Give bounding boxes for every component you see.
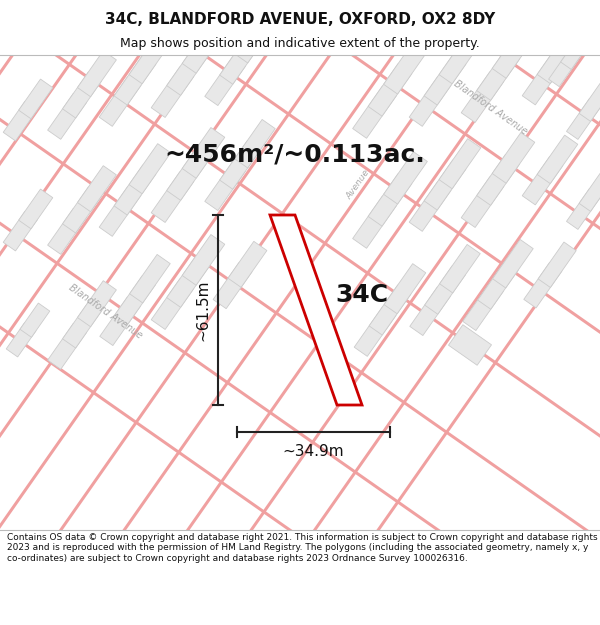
Polygon shape xyxy=(353,86,397,138)
Polygon shape xyxy=(369,285,411,335)
Polygon shape xyxy=(205,57,245,106)
Polygon shape xyxy=(384,264,426,314)
Polygon shape xyxy=(115,276,155,324)
Polygon shape xyxy=(0,0,130,549)
Polygon shape xyxy=(0,0,600,487)
Polygon shape xyxy=(560,33,592,69)
Polygon shape xyxy=(129,144,171,194)
Polygon shape xyxy=(383,42,427,94)
Polygon shape xyxy=(461,177,504,227)
Polygon shape xyxy=(524,262,562,308)
Polygon shape xyxy=(424,55,466,105)
Text: ~61.5m: ~61.5m xyxy=(195,279,210,341)
Polygon shape xyxy=(0,0,600,208)
Polygon shape xyxy=(0,0,556,625)
Polygon shape xyxy=(228,241,267,288)
Polygon shape xyxy=(476,49,520,101)
Polygon shape xyxy=(548,51,580,87)
Polygon shape xyxy=(182,234,225,285)
Polygon shape xyxy=(538,242,576,288)
Polygon shape xyxy=(478,261,518,309)
Polygon shape xyxy=(522,56,563,105)
Polygon shape xyxy=(425,266,466,314)
Polygon shape xyxy=(0,0,343,625)
Polygon shape xyxy=(368,174,412,226)
Polygon shape xyxy=(0,0,600,556)
Polygon shape xyxy=(77,51,116,97)
Polygon shape xyxy=(19,189,53,229)
Polygon shape xyxy=(3,101,37,141)
Polygon shape xyxy=(151,67,194,118)
Polygon shape xyxy=(6,322,36,357)
Polygon shape xyxy=(235,14,275,63)
Polygon shape xyxy=(167,44,209,96)
Polygon shape xyxy=(0,0,87,519)
Polygon shape xyxy=(47,323,86,369)
Text: Blandford Avenue: Blandford Avenue xyxy=(451,79,529,137)
Polygon shape xyxy=(20,303,50,338)
Text: 34C: 34C xyxy=(335,283,388,307)
Polygon shape xyxy=(537,135,578,184)
Text: Blandford Avenue: Blandford Avenue xyxy=(67,283,143,341)
Polygon shape xyxy=(114,165,156,215)
Polygon shape xyxy=(368,64,412,116)
Polygon shape xyxy=(566,99,600,139)
Text: Avenue: Avenue xyxy=(344,169,371,201)
Polygon shape xyxy=(579,81,600,121)
Polygon shape xyxy=(205,162,245,211)
Polygon shape xyxy=(182,22,225,73)
Polygon shape xyxy=(537,35,578,84)
Polygon shape xyxy=(47,208,86,254)
Polygon shape xyxy=(129,34,171,84)
Polygon shape xyxy=(3,211,37,251)
Polygon shape xyxy=(19,79,53,119)
Polygon shape xyxy=(151,279,194,329)
Polygon shape xyxy=(32,0,600,139)
Polygon shape xyxy=(492,132,535,183)
Polygon shape xyxy=(566,189,600,229)
Text: Contains OS data © Crown copyright and database right 2021. This information is : Contains OS data © Crown copyright and d… xyxy=(7,533,598,562)
Polygon shape xyxy=(424,160,466,210)
Polygon shape xyxy=(439,34,481,84)
Polygon shape xyxy=(220,36,260,84)
Polygon shape xyxy=(0,0,428,625)
Polygon shape xyxy=(0,0,300,625)
Polygon shape xyxy=(99,76,141,126)
Polygon shape xyxy=(213,262,252,309)
Polygon shape xyxy=(0,0,215,609)
Polygon shape xyxy=(62,187,101,233)
Polygon shape xyxy=(0,0,172,579)
Polygon shape xyxy=(114,55,156,105)
Polygon shape xyxy=(62,302,101,348)
Polygon shape xyxy=(439,139,481,189)
Polygon shape xyxy=(220,141,260,189)
Polygon shape xyxy=(270,215,362,405)
Polygon shape xyxy=(130,254,170,303)
Text: ~34.9m: ~34.9m xyxy=(283,444,344,459)
Polygon shape xyxy=(62,72,101,118)
Text: ~456m²/~0.113ac.: ~456m²/~0.113ac. xyxy=(164,143,425,167)
Polygon shape xyxy=(353,196,397,248)
Text: Map shows position and indicative extent of the property.: Map shows position and indicative extent… xyxy=(120,38,480,51)
Polygon shape xyxy=(409,76,451,126)
Polygon shape xyxy=(0,0,257,625)
Text: 34C, BLANDFORD AVENUE, OXFORD, OX2 8DY: 34C, BLANDFORD AVENUE, OXFORD, OX2 8DY xyxy=(105,12,495,27)
Polygon shape xyxy=(235,119,275,168)
Polygon shape xyxy=(0,0,600,348)
Polygon shape xyxy=(463,282,503,331)
Polygon shape xyxy=(167,257,209,308)
Polygon shape xyxy=(0,0,470,625)
Polygon shape xyxy=(100,297,140,346)
